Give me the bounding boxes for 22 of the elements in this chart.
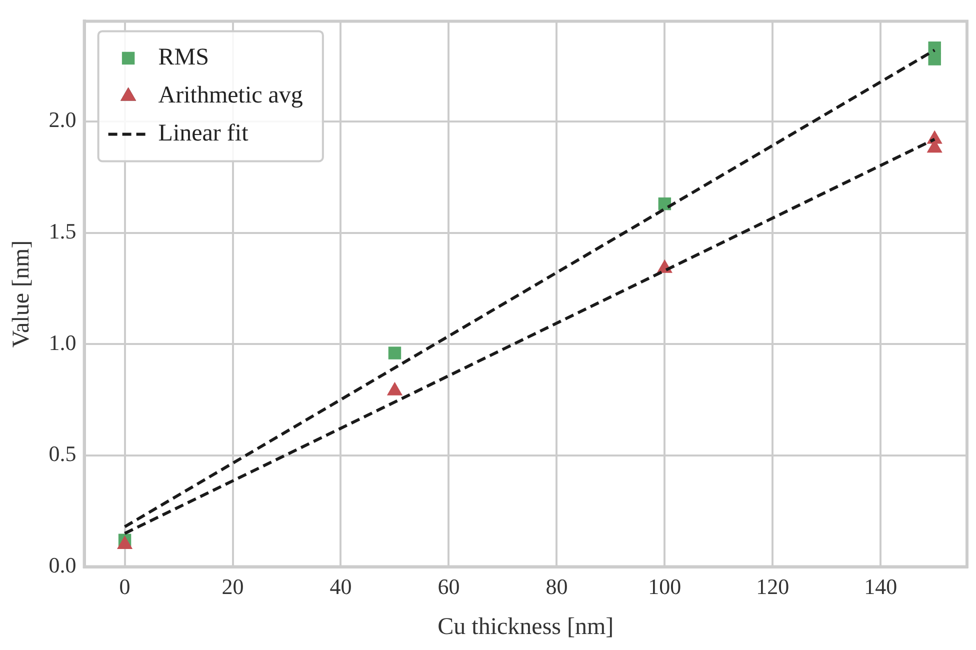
- x-tick-label: 0: [119, 574, 130, 599]
- y-axis-title: Value [nm]: [8, 240, 35, 348]
- y-tick-label: 0.5: [48, 441, 76, 466]
- y-tick-label: 0.0: [48, 552, 76, 578]
- point: [116, 536, 133, 550]
- legend-label: RMS: [158, 44, 210, 70]
- point: [386, 382, 403, 396]
- x-tick-label: 140: [864, 574, 898, 599]
- y-tick-label: 2.0: [48, 107, 76, 132]
- y-tick-label: 1.0: [48, 330, 76, 355]
- x-tick-label: 20: [222, 574, 244, 599]
- legend-label: Arithmetic avg: [158, 82, 303, 108]
- point: [928, 52, 941, 66]
- x-tick-label: 80: [546, 574, 568, 599]
- point: [388, 346, 402, 360]
- x-tick-label: 120: [756, 574, 790, 599]
- x-axis-title: Cu thickness [nm]: [438, 614, 614, 640]
- y-tick-label: 1.5: [48, 218, 76, 244]
- legend-label: Linear fit: [158, 120, 249, 146]
- x-tick-label: 40: [330, 574, 352, 599]
- x-tick-label: 100: [648, 574, 682, 599]
- x-tick-label: 60: [438, 574, 460, 599]
